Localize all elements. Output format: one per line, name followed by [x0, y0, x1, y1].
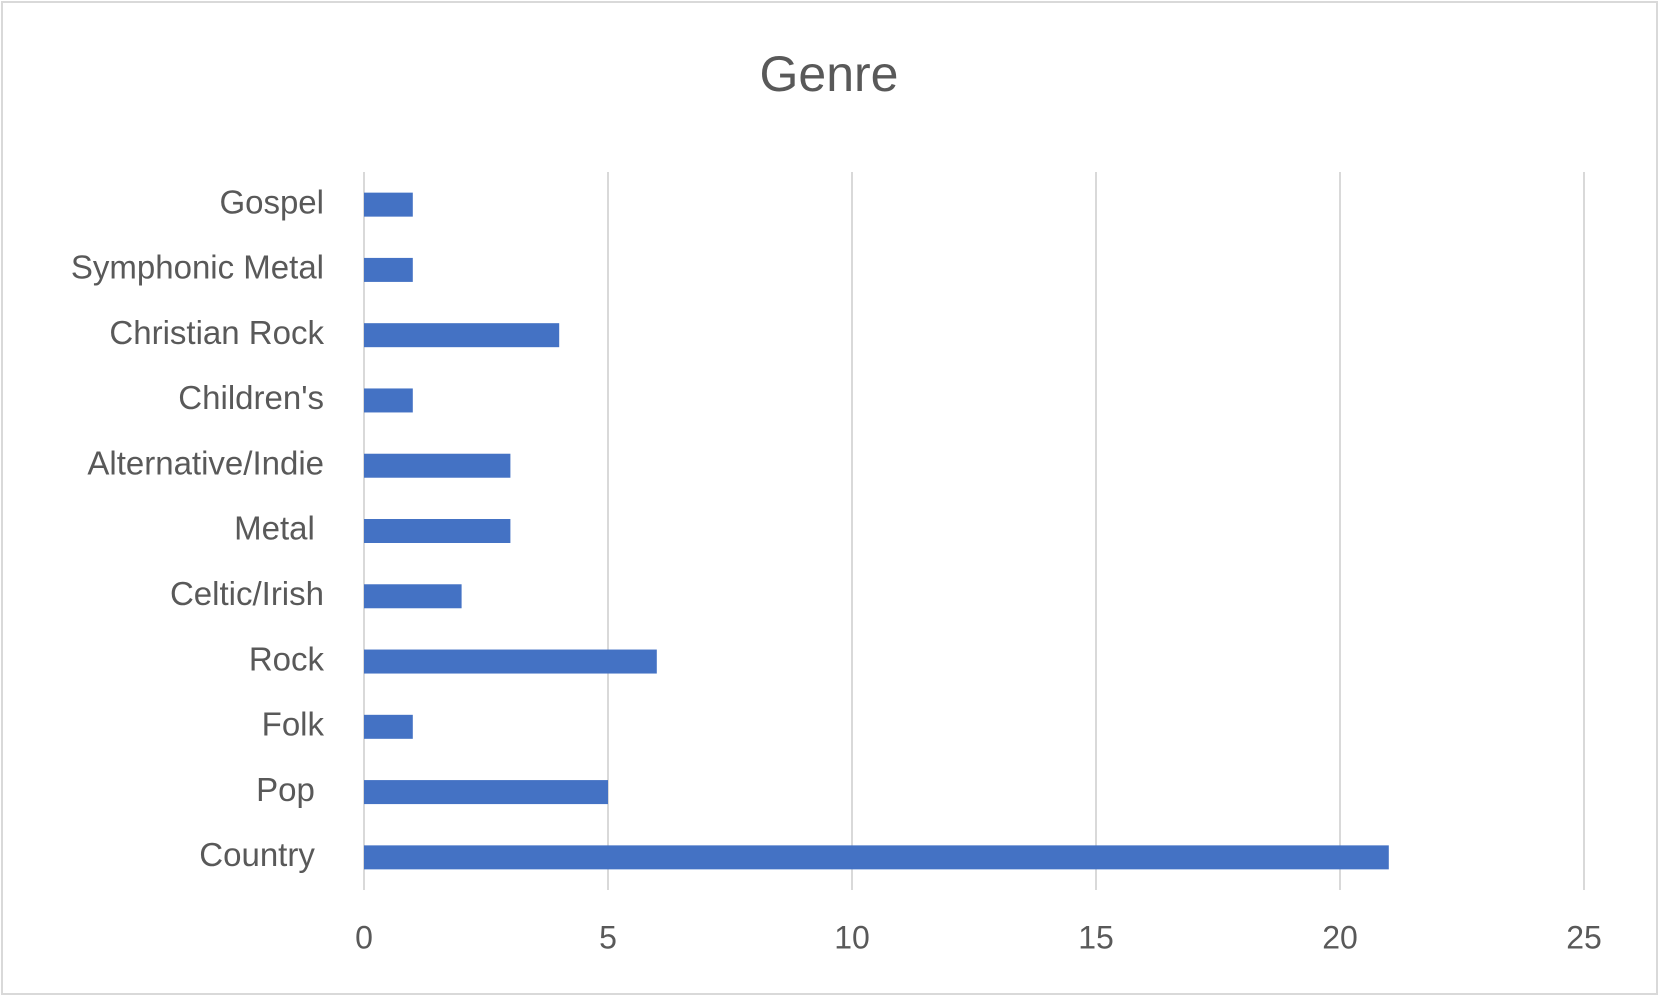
bar [364, 845, 1389, 870]
y-tick-label: Folk [262, 706, 325, 743]
y-tick-label: Christian Rock [109, 314, 324, 351]
x-tick-label: 20 [1322, 919, 1358, 955]
x-tick-label: 25 [1566, 919, 1602, 955]
y-tick-label: Celtic/Irish [170, 575, 324, 612]
y-tick-label: Gospel [219, 183, 324, 220]
bar [364, 714, 413, 739]
y-tick-label: Alternative/Indie [87, 444, 324, 481]
bar [364, 649, 657, 674]
bar [364, 519, 511, 543]
x-tick-label: 10 [834, 919, 870, 955]
bar [364, 780, 608, 805]
x-tick-label: 0 [355, 919, 373, 955]
bar [364, 388, 413, 413]
x-tick-label: 5 [599, 919, 617, 955]
y-tick-label: Country [199, 836, 324, 873]
y-tick-label: Pop [256, 771, 324, 808]
x-tick-label: 15 [1078, 919, 1114, 955]
bar [364, 323, 560, 348]
y-tick-label: Symphonic Metal [71, 249, 324, 286]
bar [364, 453, 511, 478]
y-tick-label: Metal [234, 510, 324, 547]
bar [364, 257, 413, 282]
y-tick-label: Rock [249, 640, 325, 677]
bar [364, 192, 413, 217]
chart-title: Genre [760, 46, 899, 102]
bar [364, 584, 462, 609]
y-tick-label: Children's [178, 379, 324, 416]
